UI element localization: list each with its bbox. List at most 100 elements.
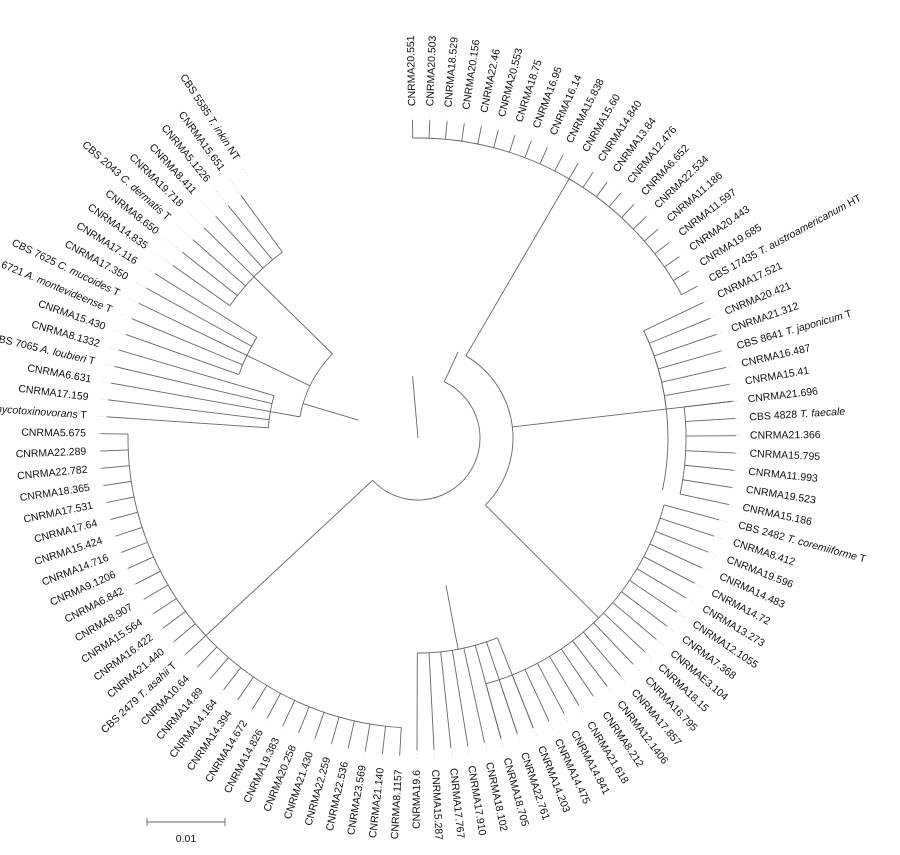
tip-label: CNRMA11.993: [748, 466, 819, 485]
tip-leader: [578, 705, 585, 714]
tip-branch: [108, 399, 270, 421]
tip-leader: [716, 332, 723, 335]
tip-leader: [710, 315, 717, 319]
tip-branch: [237, 676, 254, 701]
tip-branch: [110, 382, 271, 413]
tip-leader: [547, 143, 550, 148]
tip-leader: [140, 598, 145, 602]
tip-branch: [162, 611, 186, 629]
tip-leader: [668, 239, 673, 243]
tip-branch: [461, 123, 465, 142]
tip-leader: [464, 119, 466, 124]
tip-label: CNRMA17.767: [447, 767, 466, 839]
tip-branch: [486, 641, 518, 734]
tip-branch: [146, 287, 252, 347]
tip-leader: [99, 485, 104, 487]
tip-branch: [266, 693, 281, 719]
stem-japonicum-faecale: [512, 408, 667, 428]
tip-branch: [240, 195, 283, 253]
tip-branch: [154, 273, 258, 338]
tip-leader: [182, 654, 186, 658]
tip-branch: [632, 216, 647, 230]
tip-leader: [718, 519, 729, 523]
root-arc: [372, 381, 481, 501]
tip-leader: [194, 666, 198, 671]
tip-branch: [215, 216, 264, 269]
tip-leader: [606, 685, 614, 695]
tip-branch: [143, 584, 169, 600]
tip-leader: [170, 641, 175, 645]
tip-branch: [644, 228, 659, 242]
tip-branch: [664, 256, 680, 268]
arc-japonicum-faecale: [643, 330, 669, 491]
tip-leader: [703, 299, 709, 303]
tip-branch: [114, 365, 273, 405]
tip-leader: [176, 224, 194, 240]
tip-branch: [608, 192, 622, 208]
tip-label: CNRMA18.529: [442, 36, 460, 108]
tip-leader: [120, 313, 132, 319]
tip-label: CNRMA18.365: [19, 481, 91, 503]
tip-branch: [125, 334, 240, 375]
tip-leader: [514, 131, 517, 136]
stem-asahii: [205, 479, 373, 636]
tip-branch: [227, 205, 273, 261]
tip-leader: [106, 519, 111, 521]
tip-branch: [493, 130, 499, 148]
tip-label: CNRMA8.1157: [389, 769, 405, 840]
tip-leader: [207, 678, 211, 682]
stem-austroamericanum: [465, 178, 570, 357]
tip-branch: [612, 602, 657, 640]
tip-branch: [428, 652, 435, 750]
tip-leader: [620, 675, 628, 684]
tip-branch: [444, 121, 448, 140]
tip-leader: [124, 568, 129, 571]
tip-label: CBS 9756 A. mycotoxinovorans T: [0, 399, 88, 422]
tip-leader-lines: [96, 116, 740, 761]
tip-leader: [164, 238, 183, 253]
stem-inkin: [253, 276, 333, 355]
tip-branch: [524, 669, 550, 722]
tip-branch: [658, 350, 722, 370]
tip-leader: [592, 168, 596, 173]
tip-branch: [203, 227, 255, 278]
tip-leader: [732, 487, 737, 489]
tip-label: CNRMA22.289: [15, 445, 86, 460]
tip-branch: [649, 317, 711, 344]
tip-branch: [679, 493, 730, 506]
tip-branch: [282, 700, 296, 726]
tip-leader: [679, 254, 683, 257]
tip-branch: [192, 239, 246, 287]
tip-leader: [347, 748, 349, 753]
tip-branch: [100, 449, 129, 452]
tip-leader: [685, 597, 695, 604]
tip-leader: [149, 613, 154, 617]
tip-branch: [172, 264, 231, 307]
tip-branch: [560, 648, 594, 697]
tip-branch: [655, 530, 709, 553]
tip-leader: [694, 582, 704, 588]
tip-leader: [450, 748, 453, 759]
tip-leader: [102, 502, 107, 504]
tip-leader: [500, 738, 505, 749]
tip-branch: [685, 417, 736, 422]
tip-leader: [433, 749, 435, 760]
tip-leader: [593, 695, 600, 705]
tip-leader: [714, 535, 724, 540]
tip-leader: [632, 663, 641, 672]
tip-label: CNRMA15.795: [749, 448, 820, 463]
tip-branch: [121, 541, 148, 553]
tip-branch: [664, 383, 730, 396]
stem-coremiiforme: [484, 504, 599, 619]
tip-branch: [197, 646, 218, 668]
tip-branch: [685, 450, 736, 454]
tip-branch: [138, 302, 248, 356]
tip-branch: [106, 496, 135, 504]
tip-branch: [103, 480, 132, 486]
tip-label: CNRMA15.287: [429, 769, 445, 840]
tip-leader: [484, 742, 487, 753]
tip-branch: [596, 182, 608, 198]
tip-branch: [654, 242, 670, 255]
tip-leader: [644, 651, 653, 660]
